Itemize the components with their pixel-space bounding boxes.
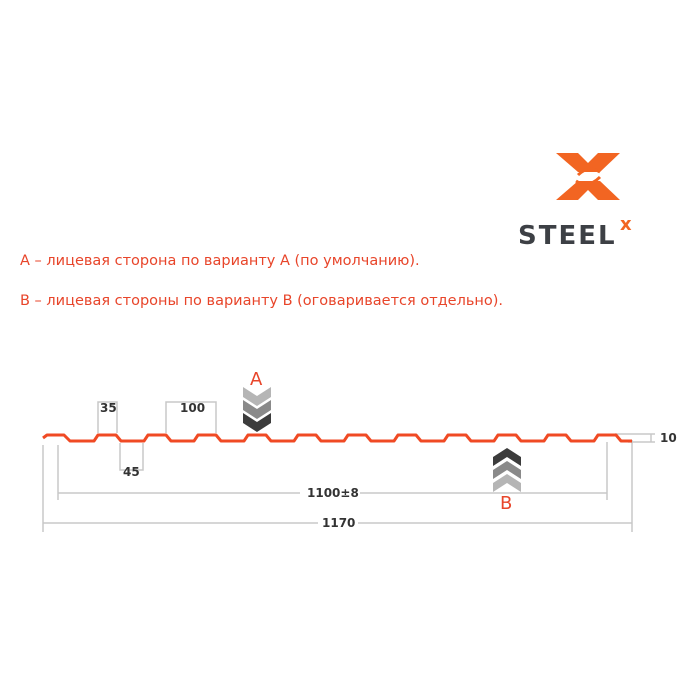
side-a-label: A [250, 369, 263, 390]
dimension-lines [42, 401, 655, 532]
note-side-a: A – лицевая сторона по варианту A (по ум… [20, 253, 420, 269]
steelx-logo: STEEL x [518, 153, 632, 251]
dim-pitch: 100 [180, 401, 205, 415]
dim-crest-width: 35 [100, 401, 117, 415]
dim-total-width: 1170 [322, 516, 355, 530]
note-side-b: B – лицевая стороны по варианту B (огова… [20, 293, 504, 309]
dim-trough-width: 45 [123, 465, 140, 479]
logo-superscript: x [620, 214, 632, 235]
side-a-arrows [243, 387, 271, 432]
chevron-up-icon [493, 461, 521, 479]
dim-working-width: 1100±8 [307, 486, 359, 500]
logo-x-mark-top [556, 153, 620, 172]
logo-text: STEEL [518, 221, 617, 251]
chevron-down-icon [243, 400, 271, 419]
side-b-label: B [500, 493, 512, 514]
chevron-up-icon [493, 448, 521, 466]
chevron-down-icon [243, 413, 271, 432]
chevron-down-icon [243, 387, 271, 406]
dim-height: 10 [660, 431, 677, 445]
side-b-arrows [493, 448, 521, 492]
sheet-profile [42, 433, 632, 443]
chevron-up-icon [493, 474, 521, 492]
logo-x-mark-bottom [556, 181, 620, 200]
logo-x-link [575, 167, 602, 186]
